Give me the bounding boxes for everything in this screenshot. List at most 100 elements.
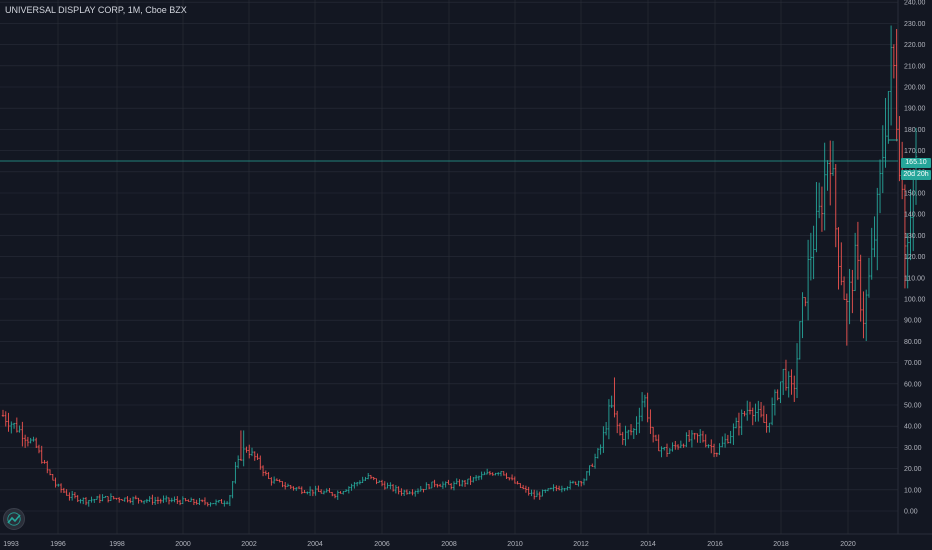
price-bar (571, 480, 575, 484)
price-bar (488, 470, 492, 476)
price-bar (668, 448, 671, 454)
price-bar (300, 486, 303, 495)
price-bar (118, 497, 121, 503)
y-tick-label: 10.00 (904, 487, 922, 494)
price-bar (776, 389, 779, 401)
price-bar (372, 476, 375, 481)
price-bar (759, 402, 763, 418)
price-bar (98, 494, 102, 504)
price-bar (751, 407, 754, 426)
price-bar (474, 474, 478, 481)
price-bar (806, 239, 810, 321)
time-axis[interactable]: 1993 1996 1998 2000 2002 2004 2006 2008 2010 2012… (3, 541, 856, 548)
price-bar (82, 497, 85, 505)
price-bar (339, 491, 342, 494)
price-bar (331, 491, 334, 497)
price-bar (466, 478, 469, 485)
y-tick-label: 70.00 (904, 360, 922, 367)
price-bar (73, 492, 77, 499)
price-bar (657, 434, 660, 452)
y-tick-label: 210.00 (904, 63, 926, 70)
price-bar (170, 497, 173, 503)
price-bar (555, 485, 558, 492)
price-bar (887, 91, 890, 144)
price-bar (433, 479, 436, 488)
price-bar (123, 497, 126, 502)
price-bar (259, 455, 262, 470)
price-bar (367, 473, 370, 480)
price-bar (801, 292, 804, 339)
price-bar (889, 25, 893, 126)
price-bar (585, 471, 588, 481)
price-bar (192, 498, 196, 506)
tradingview-logo-icon[interactable] (3, 508, 25, 530)
price-bar (762, 405, 766, 423)
price-bar (560, 485, 564, 493)
price-bar (790, 369, 793, 395)
price-bar (513, 476, 517, 484)
price-bar (239, 430, 243, 461)
x-tick-label: 2014 (640, 541, 656, 548)
price-bar (469, 475, 472, 485)
price-bar (519, 483, 522, 488)
price-bar (568, 480, 572, 490)
y-tick-label: 140.00 (904, 212, 926, 219)
price-bar (707, 444, 710, 449)
price-bar (411, 489, 414, 496)
price-bar (715, 452, 718, 457)
price-bar (477, 475, 481, 481)
price-bar (535, 490, 539, 498)
price-bar (701, 430, 705, 443)
price-bar (422, 488, 425, 493)
y-tick-label: 30.00 (904, 445, 922, 452)
price-bar (502, 471, 505, 476)
price-bar (784, 359, 788, 391)
x-tick-label: 2018 (773, 541, 789, 548)
price-bar (793, 375, 796, 402)
price-bar (566, 486, 569, 491)
price-bar (505, 472, 508, 479)
price-bar (306, 491, 309, 495)
price-bar (646, 392, 649, 423)
price-bar (663, 446, 666, 451)
price-bar (823, 142, 826, 231)
price-bar (591, 463, 594, 467)
price-bar (607, 399, 611, 440)
price-bar (524, 485, 528, 493)
price-bar (7, 412, 10, 432)
price-bar (281, 481, 284, 488)
price-bar (693, 432, 696, 440)
price-bar (109, 493, 113, 501)
price-bar (245, 446, 248, 453)
price-bar (510, 474, 514, 481)
price-bar (394, 485, 398, 494)
price-bar (593, 453, 597, 469)
price-bar (95, 495, 99, 500)
price-bar (217, 500, 220, 503)
price-axis[interactable]: 240.00 230.00 220.00 210.00 200.00 190.00 180.… (904, 0, 926, 516)
price-bar (809, 232, 813, 281)
price-bar (181, 496, 185, 504)
price-bar (48, 469, 52, 476)
price-bar (895, 28, 898, 142)
price-bar (610, 395, 613, 408)
price-bar (46, 460, 49, 474)
price-bar (884, 97, 887, 168)
price-bar (87, 499, 90, 507)
price-bar (264, 470, 268, 476)
x-tick-label: 1993 (3, 541, 19, 548)
x-tick-label: 2008 (441, 541, 457, 548)
price-bar (391, 484, 395, 492)
y-tick-label: 60.00 (904, 381, 922, 388)
price-bar (248, 444, 251, 459)
price-bar (682, 443, 685, 448)
y-tick-label: 170.00 (904, 148, 926, 155)
price-bar (773, 389, 777, 416)
y-tick-label: 0.00 (904, 509, 918, 516)
price-bar (826, 160, 829, 191)
price-bar (768, 422, 771, 433)
price-bar (909, 189, 912, 261)
price-bar (455, 478, 458, 485)
price-bar (115, 497, 118, 500)
